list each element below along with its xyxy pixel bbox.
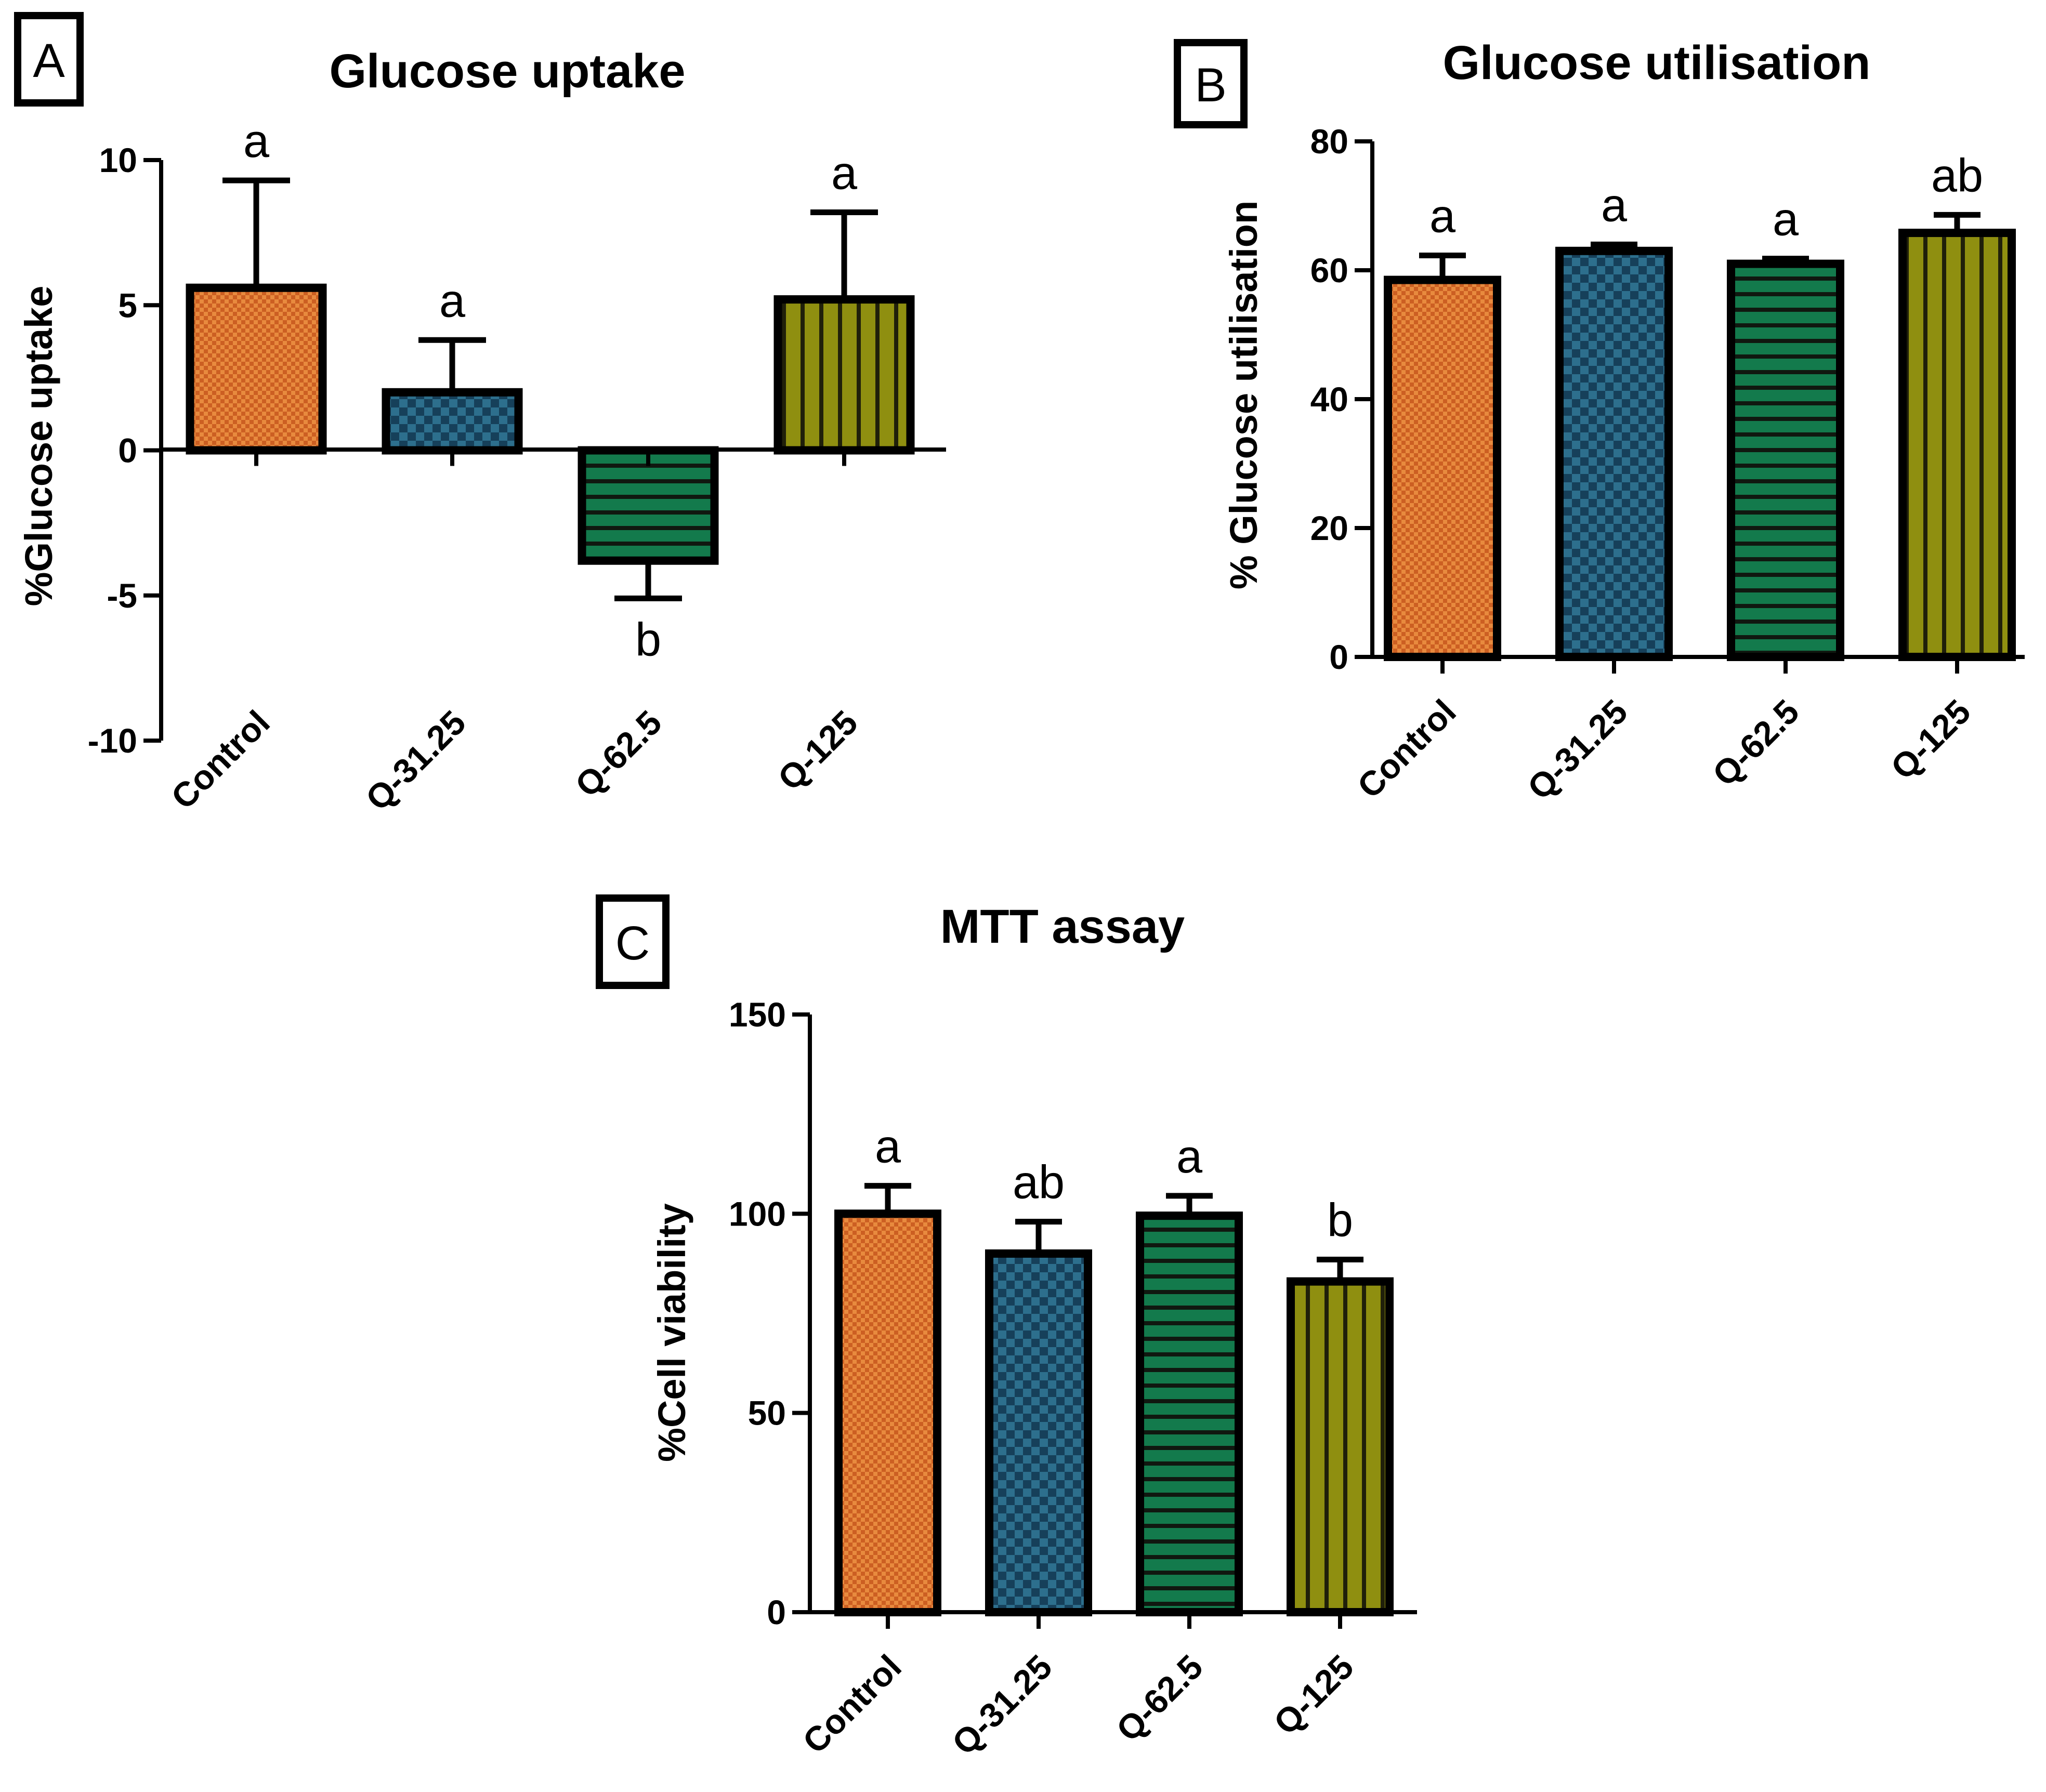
panel-b-x-ticks [1440,657,1959,674]
panel-a-error-bar [810,209,878,300]
panel-a-letter-box [14,12,84,107]
panel-c-y-axis-label: %Cell viability [650,1203,693,1462]
panel-c-significance-label: b [1327,1195,1353,1247]
panel-b-category-labels: Control Q-31.25 Q-62.5 Q-125 [1350,692,1978,807]
panel-c-y-tick-label: 50 [748,1394,786,1432]
chart-panel-b: B Glucose utilisation % Glucose utilisat… [1174,36,2025,807]
panel-a-category-labels: Control Q-31.25 Q-62.5 Q-125 [164,703,865,818]
panel-a-y-tick-label: -5 [107,576,137,615]
panel-b-y-tick-label: 60 [1310,251,1348,289]
panel-c-error-bar [864,1183,911,1214]
panel-b-error-bar [1762,256,1809,264]
panel-b-significance-label: a [1601,179,1628,231]
panel-b-letter-box [1174,39,1248,128]
panel-c-y-tick-label: 150 [729,995,786,1034]
panel-a-category-label: Control [164,703,277,816]
panel-a-title: Glucose uptake [329,45,685,98]
panel-a-bar [382,388,523,455]
panel-a-significance-label: a [439,275,466,327]
panel-b-error-bars [1419,212,1981,280]
panel-c-category-labels: Control Q-31.25 Q-62.5 Q-125 [795,1648,1361,1762]
panel-b-y-axis-label: % Glucose utilisation [1222,201,1265,589]
panel-a-category-label: Q-31.25 [358,703,473,818]
panel-a-significance-label: b [635,614,661,666]
panel-a-significance-label: a [831,148,858,200]
panel-c-bar [1287,1277,1394,1617]
panel-a-x-ticks [254,450,846,466]
panel-c-category-label: Q-31.25 [945,1648,1059,1762]
panel-b-y-tick-label: 40 [1310,380,1348,418]
panel-b-y-tick-labels: 80 60 40 20 0 [1310,122,1348,676]
chart-panel-a: A Glucose uptake %Glucose uptake 10 5 0 -5 -… [14,12,946,818]
panel-a-bar [186,283,327,455]
panel-a-y-tick-labels: 10 5 0 -5 -10 [88,141,137,760]
panel-c-error-bar [1015,1219,1062,1254]
panel-a-error-bar [418,337,486,392]
panel-a-category-label: Q-125 [770,703,865,798]
panel-c-significance-label: a [1176,1131,1203,1183]
panel-a-significance-labels: a a b a [243,115,858,666]
panel-c-significance-label: ab [1013,1157,1065,1209]
panel-b-error-bar [1419,252,1466,280]
panel-b-category-label: Control [1350,692,1463,806]
panel-c-letter-box [596,894,670,989]
panel-c-category-label: Q-125 [1266,1648,1361,1742]
panel-a-y-tick-label: 5 [118,286,137,324]
panel-a-category-label: Q-62.5 [568,703,669,805]
panel-b-category-label: Q-62.5 [1705,692,1806,794]
panel-c-x-ticks [886,1612,1342,1629]
panel-a-error-bars [222,177,878,601]
panel-b-letter: B [1195,59,1226,112]
panel-b-y-tick-label: 80 [1310,122,1348,161]
panel-a-y-tick-label: 0 [118,431,137,470]
panel-c-significance-label: a [875,1121,901,1173]
panel-a-y-tick-label: 10 [99,141,137,179]
panel-b-bars [1384,229,2016,662]
panel-c-category-label: Q-62.5 [1109,1648,1210,1749]
panel-c-category-label: Control [795,1648,909,1761]
panel-a-significance-label: a [243,115,270,167]
panel-c-significance-labels: aab ab [875,1121,1353,1247]
panel-a-bar [773,295,915,455]
panel-b-significance-label: a [1773,194,1799,246]
panel-c-y-ticks [792,1012,810,1614]
panel-c-y-tick-labels: 150 100 50 0 [729,995,786,1631]
panel-a-letter: A [33,34,65,87]
panel-c-y-tick-label: 0 [767,1593,786,1631]
panel-a-y-tick-label: -10 [88,721,137,760]
panel-a-bar [578,446,719,565]
panel-c-bar [985,1249,1092,1616]
panel-a-y-axis-label: %Glucose uptake [17,286,60,607]
panel-b-y-tick-label: 0 [1329,638,1348,676]
panel-a-y-ticks [143,158,161,743]
panel-a-error-bar [614,560,682,601]
panel-c-title: MTT assay [940,900,1185,953]
panel-c-bars [834,1209,1394,1617]
panel-a-error-bar [222,177,290,288]
panel-c-error-bar [1166,1193,1213,1216]
panel-b-bar [1555,246,1673,661]
panel-b-error-bar [1934,212,1981,233]
panel-a-bars [186,283,915,565]
panel-b-error-bar [1591,241,1637,251]
panel-c-y-tick-label: 100 [729,1194,786,1233]
panel-b-y-tick-label: 20 [1310,509,1348,547]
panel-b-category-label: Q-31.25 [1520,692,1635,807]
panel-c-error-bar [1317,1257,1363,1282]
panel-b-title: Glucose utilisation [1442,36,1870,89]
panel-b-category-label: Q-125 [1883,692,1978,787]
chart-panel-c: C MTT assay %Cell viability 150 100 50 0 Co… [596,894,1417,1762]
panel-c-bar [1136,1211,1243,1617]
panel-b-y-ticks [1355,139,1372,659]
panel-b-significance-label: ab [1931,150,1983,202]
panel-b-bar [1384,275,1501,661]
panel-c-letter: C [615,917,650,970]
panel-b-bar [1727,259,1844,662]
panel-c-error-bars [864,1183,1363,1282]
panel-c-bar [834,1209,941,1616]
panel-b-significance-label: a [1429,190,1456,242]
panel-b-bar [1898,229,2016,661]
panel-b-significance-labels: a a a ab [1429,150,1983,245]
